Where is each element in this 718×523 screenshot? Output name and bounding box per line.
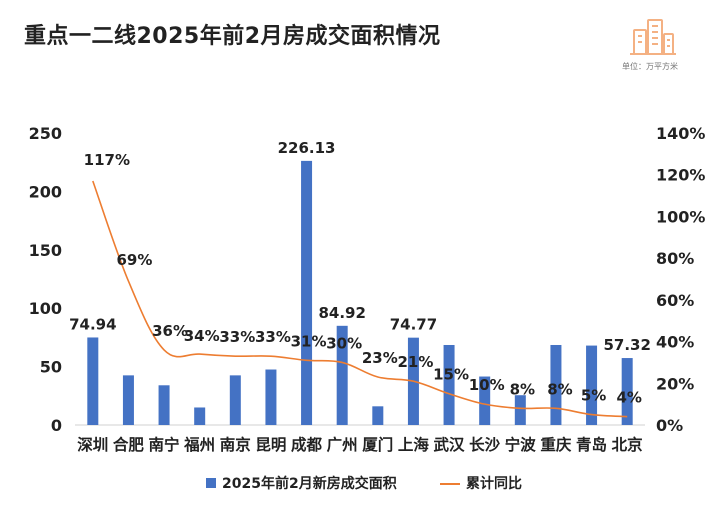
x-tick-label: 重庆 (540, 435, 572, 454)
y-left-tick-label: 150 (29, 241, 62, 260)
y-right-tick-label: 120% (656, 166, 705, 185)
x-tick-label: 长沙 (469, 435, 501, 454)
x-tick-label: 武汉 (434, 435, 466, 454)
x-tick-label: 宁波 (505, 435, 537, 454)
bar-合肥 (122, 375, 134, 425)
line-data-label: 4% (616, 389, 641, 407)
line-data-label: 33% (219, 328, 255, 346)
x-tick-label: 合肥 (113, 435, 145, 454)
y-left-tick-label: 0 (51, 416, 62, 435)
line-data-label: 34% (184, 327, 220, 345)
y-right-tick-label: 60% (656, 291, 694, 310)
y-left-tick-label: 50 (40, 358, 62, 377)
building-logo-icon (630, 19, 676, 55)
y-right-tick-label: 100% (656, 207, 705, 226)
y-left-tick-label: 100 (29, 299, 62, 318)
x-tick-label: 南宁 (149, 435, 180, 454)
y-right-tick-label: 140% (656, 124, 705, 143)
legend-bar-label: 2025年前2月新房成交面积 (222, 475, 397, 492)
bar-data-label: 226.13 (278, 139, 336, 157)
x-tick-label: 北京 (612, 435, 643, 454)
line-data-label: 8% (547, 380, 572, 398)
x-tick-label: 上海 (398, 435, 430, 454)
bar-青岛 (586, 345, 598, 425)
y-left-tick-label: 200 (29, 182, 62, 201)
bar-成都 (301, 160, 313, 425)
y-right-tick-label: 20% (656, 374, 694, 393)
bar-宁波 (514, 395, 526, 425)
line-data-label: 21% (397, 353, 433, 371)
line-data-label: 69% (116, 251, 152, 269)
bar-data-label: 74.77 (390, 316, 437, 334)
bar-广州 (336, 325, 348, 425)
x-tick-label: 福州 (183, 435, 215, 454)
x-tick-label: 南京 (220, 435, 251, 454)
yoy-line (92, 180, 628, 418)
legend-line-label: 累计同比 (466, 475, 522, 492)
bar-北京 (621, 358, 633, 425)
y-left-tick-label: 250 (29, 124, 62, 143)
x-tick-label: 昆明 (255, 436, 286, 454)
bar-武汉 (443, 344, 455, 425)
x-tick-label: 青岛 (576, 435, 607, 454)
unit-label: 单位：万平方米 (622, 62, 678, 71)
x-tick-label: 厦门 (362, 435, 393, 454)
x-tick-label: 广州 (327, 435, 358, 454)
y-right-tick-label: 80% (656, 249, 694, 268)
bar-厦门 (372, 406, 384, 425)
line-data-label: 36% (152, 322, 188, 340)
bar-data-label: 57.32 (603, 336, 650, 354)
line-data-label: 30% (326, 334, 362, 352)
bar-昆明 (265, 369, 277, 425)
line-data-label: 10% (469, 376, 505, 394)
line-data-label: 23% (362, 349, 398, 367)
bar-福州 (194, 407, 206, 425)
line-data-label: 5% (581, 387, 606, 405)
line-data-label: 31% (291, 332, 327, 350)
bar-长沙 (479, 376, 491, 425)
legend-bar-swatch (206, 478, 216, 488)
bar-南宁 (158, 385, 170, 425)
line-data-label: 33% (255, 328, 291, 346)
x-tick-label: 成都 (291, 435, 323, 454)
bar-重庆 (550, 344, 562, 425)
line-data-label: 8% (510, 380, 535, 398)
x-tick-label: 深圳 (77, 436, 108, 454)
line-data-label: 15% (433, 366, 469, 384)
line-data-label: 117% (84, 151, 130, 169)
bar-data-label: 74.94 (69, 315, 116, 333)
bar-data-label: 84.92 (318, 304, 365, 322)
bar-南京 (229, 375, 241, 425)
y-right-tick-label: 0% (656, 416, 683, 435)
bar-深圳 (87, 337, 99, 425)
page-title: 重点一二线2025年前2月房成交面积情况 (24, 24, 441, 49)
y-right-tick-label: 40% (656, 333, 694, 352)
